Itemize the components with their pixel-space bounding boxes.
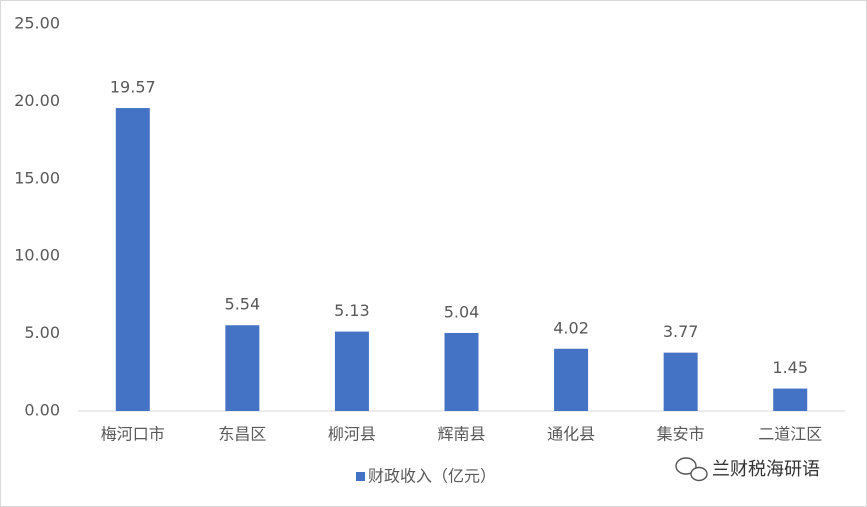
data-label: 1.45 [772,358,808,377]
x-tick-label: 二道江区 [758,425,822,444]
x-tick-label: 辉南县 [437,425,485,444]
bar [663,352,698,411]
y-tick-label: 15.00 [14,168,60,187]
x-tick-label: 集安市 [657,425,705,444]
x-tick-label: 梅河口市 [101,425,165,444]
y-tick-label: 20.00 [14,91,60,110]
data-label: 19.57 [110,78,156,97]
data-label: 5.54 [225,295,261,314]
bar [444,332,479,411]
bar [225,325,260,411]
data-label: 4.02 [553,318,589,337]
watermark-icon [675,457,708,482]
y-tick-label: 10.00 [14,246,60,265]
bar [115,108,150,411]
x-tick-label: 东昌区 [218,425,266,444]
y-tick-label: 0.00 [24,401,60,420]
data-label: 3.77 [663,322,699,341]
legend-label: 财政收入（亿元） [368,467,496,486]
y-tick-label: 25.00 [14,14,60,33]
bar [554,348,589,411]
bar [334,331,369,411]
bar [773,388,808,411]
x-tick-label: 通化县 [547,425,595,444]
x-tick-label: 柳河县 [328,425,376,444]
y-tick-label: 5.00 [24,323,60,342]
legend-swatch [356,472,365,481]
watermark: 兰财税海研语 [712,459,820,480]
data-label: 5.04 [444,302,480,321]
data-label: 5.13 [334,301,370,320]
